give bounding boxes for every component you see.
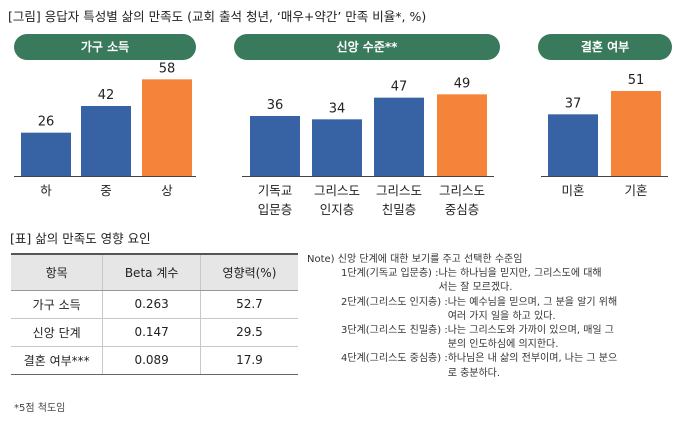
note-stage-text: 나는 하나님을 믿지만, 그리스도에 대해서는 잘 모르겠다. — [438, 268, 602, 294]
bar — [548, 114, 598, 176]
note-stage-label: 2단계(그리스도 인지층) : — [341, 296, 448, 308]
category-label: 그리스도 — [439, 183, 485, 198]
category-label: 입문층 — [258, 202, 293, 217]
note-stage-text: 하나님은 내 삶의 전부이며, 나는 그 분으로 충분하다. — [447, 353, 618, 379]
table-cell: 0.089 — [102, 346, 201, 375]
note-stage-text: 나는 그리스도와 가까이 있으며, 매일 그 분의 인도하심에 의지한다. — [447, 325, 614, 351]
table-header-cell: Beta 계수 — [102, 253, 201, 291]
category-label: 중 — [100, 183, 112, 198]
table-cell: 0.147 — [102, 318, 201, 347]
category-label: 기혼 — [624, 183, 647, 198]
category-label: 하 — [40, 183, 52, 198]
bar-value-label: 34 — [329, 101, 346, 116]
category-label: 친밀층 — [382, 202, 417, 217]
bar — [312, 119, 362, 176]
bar-value-label: 26 — [38, 115, 55, 130]
group-header-faith: 신앙 수준** — [234, 34, 500, 60]
table-cell: 가구 소득 — [11, 290, 104, 319]
bar-value-label: 37 — [565, 96, 582, 111]
group-header-marriage: 결혼 여부 — [538, 34, 672, 60]
faith-stage-note: Note) 신앙 단계에 대한 보기를 주고 선택한 수준임 1단계(기독교 입… — [307, 253, 620, 381]
bar-value-label: 49 — [454, 76, 471, 91]
note-item: 2단계(그리스도 인지층) : 나는 예수님을 믿으며, 그 분을 알기 위해 … — [307, 296, 620, 324]
table-header-cell: 항목 — [11, 253, 104, 291]
category-label: 미혼 — [561, 183, 584, 198]
category-label: 그리스도 — [376, 183, 422, 198]
bar-value-label: 47 — [391, 80, 408, 95]
table-row: 결혼 여부*** 0.089 17.9 — [11, 346, 298, 375]
table-cell: 52.7 — [200, 290, 298, 319]
bar — [250, 116, 300, 176]
bar — [21, 132, 71, 176]
category-label: 상 — [161, 183, 173, 198]
table-cell: 신앙 단계 — [11, 318, 104, 347]
table-cell: 결혼 여부*** — [11, 346, 104, 375]
table-cell: 17.9 — [200, 346, 298, 375]
table-cell: 29.5 — [200, 318, 298, 347]
bar-value-label: 36 — [267, 98, 284, 113]
category-label: 기독교 — [258, 183, 293, 198]
note-item: 1단계(기독교 입문층) : 나는 하나님을 믿지만, 그리스도에 대해서는 잘… — [307, 267, 620, 295]
table-header-cell: 영향력(%) — [200, 253, 298, 291]
table-header-row: 항목 Beta 계수 영향력(%) — [11, 253, 298, 291]
figure-title: [그림] 응답자 특성별 삶의 만족도 (교회 출석 청년, ‘매우+약간’ 만… — [8, 9, 427, 24]
bar — [374, 97, 424, 176]
note-heading: Note) 신앙 단계에 대한 보기를 주고 선택한 수준임 — [307, 254, 523, 265]
note-stage-label: 4단계(그리스도 중심층) : — [341, 353, 448, 365]
bar — [437, 94, 487, 176]
category-label: 인지층 — [320, 202, 355, 217]
table-row: 신앙 단계 0.147 29.5 — [11, 318, 298, 347]
bar-value-label: 42 — [98, 88, 115, 103]
table-cell: 0.263 — [102, 290, 201, 319]
category-label: 중심층 — [445, 202, 480, 217]
note-item: 4단계(그리스도 중심층) : 하나님은 내 삶의 전부이며, 나는 그 분으로… — [307, 352, 620, 380]
note-item: 3단계(그리스도 친밀층) : 나는 그리스도와 가까이 있으며, 매일 그 분… — [307, 324, 620, 352]
footnote: *5점 척도임 — [14, 403, 66, 414]
category-label: 그리스도 — [314, 183, 360, 198]
note-stage-text: 나는 예수님을 믿으며, 그 분을 알기 위해 여러 가지 일을 하고 있다. — [447, 296, 618, 322]
table-row: 가구 소득 0.263 52.7 — [11, 290, 298, 319]
bar — [611, 91, 661, 176]
group-header-income: 가구 소득 — [14, 34, 196, 60]
note-stage-label: 1단계(기독교 입문층) : — [341, 268, 439, 280]
bar-value-label: 51 — [628, 73, 645, 88]
bar — [81, 106, 131, 176]
table-title: [표] 삶의 만족도 영향 요인 — [10, 231, 151, 246]
bar — [142, 79, 192, 176]
factor-table: 항목 Beta 계수 영향력(%) 가구 소득 0.263 52.7 신앙 단계… — [11, 253, 298, 375]
note-stage-label: 3단계(그리스도 친밀층) : — [341, 325, 448, 337]
bar-value-label: 58 — [159, 61, 176, 76]
